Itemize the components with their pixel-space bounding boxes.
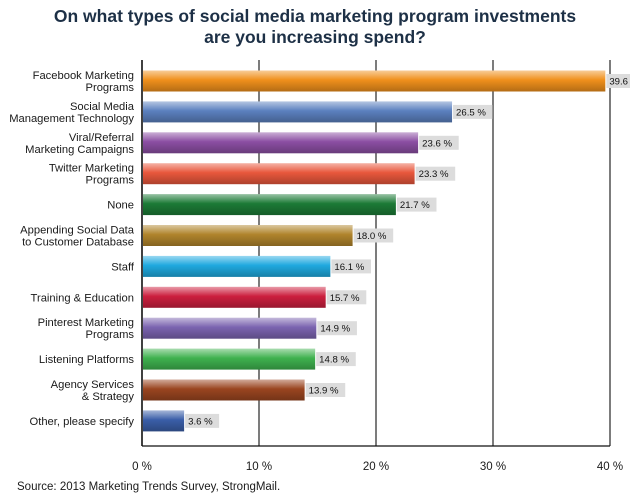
category-label: Training & Education — [31, 292, 134, 304]
category-label: Staff — [111, 261, 135, 273]
value-label: 23.6 % — [422, 138, 452, 149]
bar — [143, 163, 415, 185]
category-label: Other, please specify — [30, 416, 135, 428]
chart-title-line-1: On what types of social media marketing … — [53, 6, 577, 26]
value-label: 14.8 % — [319, 355, 349, 366]
value-label: 23.3 % — [419, 169, 449, 180]
bar — [143, 132, 419, 154]
category-label: Programs — [86, 175, 135, 187]
x-axis-ticks: 0 % 10 % 20 % 30 % 40 % — [132, 461, 623, 473]
bars — [143, 70, 606, 432]
bar — [143, 379, 305, 401]
value-label-bg — [453, 104, 493, 119]
category-label: Management Technology — [9, 113, 134, 125]
value-label: 39.6 % — [609, 77, 630, 88]
bar — [143, 348, 316, 370]
value-label: 15.7 % — [330, 293, 360, 304]
x-tick-label: 10 % — [246, 461, 272, 473]
value-label: 18.0 % — [357, 231, 387, 242]
value-label-bg — [353, 228, 394, 243]
value-label: 21.7 % — [400, 200, 430, 211]
value-label: 26.5 % — [456, 107, 486, 118]
value-label-bg — [331, 259, 371, 274]
category-label: & Strategy — [82, 391, 135, 403]
bar — [143, 410, 185, 432]
value-label-bg — [317, 321, 357, 336]
source-note: Source: 2013 Marketing Trends Survey, St… — [17, 481, 281, 493]
value-label-bg — [185, 413, 220, 428]
bar — [143, 255, 331, 277]
value-label-bg — [316, 352, 356, 367]
value-label-bg — [305, 383, 346, 397]
category-label: Programs — [86, 82, 135, 94]
value-label-bg — [419, 135, 459, 150]
bar — [143, 317, 317, 339]
category-label: Viral/Referral — [69, 132, 134, 144]
value-labels: 39.6 % 26.5 % 23.6 % 23.3 % 21.7 % 18.0 % 16.1… — [185, 74, 630, 428]
category-label: to Customer Database — [22, 237, 134, 249]
category-label: Twitter Marketing — [49, 163, 134, 175]
value-label-bg — [415, 166, 456, 181]
category-label: Listening Platforms — [39, 354, 135, 366]
category-label: Marketing Campaigns — [25, 144, 134, 156]
category-label: Agency Services — [51, 379, 135, 391]
category-label: Appending Social Data — [20, 225, 135, 237]
x-tick-label: 40 % — [597, 461, 623, 473]
value-label: 3.6 % — [188, 416, 213, 427]
x-tick-label: 0 % — [132, 461, 152, 473]
bar — [143, 70, 606, 92]
value-label-bg — [606, 74, 630, 88]
value-label: 16.1 % — [334, 262, 364, 273]
x-tick-label: 30 % — [480, 461, 506, 473]
bar — [143, 286, 326, 308]
chart-title-line-2: are you increasing spend? — [204, 27, 426, 47]
value-label: 13.9 % — [309, 386, 339, 397]
x-tick-label: 20 % — [363, 461, 389, 473]
value-label-bg — [396, 197, 437, 212]
bar — [143, 194, 396, 216]
bar — [143, 225, 353, 246]
chart-title: On what types of social media marketing … — [0, 6, 630, 48]
category-label: Pinterest Marketing — [38, 317, 134, 329]
category-label: Social Media — [70, 101, 135, 113]
bar — [143, 101, 453, 123]
category-label: Facebook Marketing — [33, 70, 134, 82]
value-label-bg — [326, 290, 367, 305]
value-label: 14.9 % — [320, 324, 350, 335]
category-label: None — [107, 200, 134, 212]
category-label: Programs — [86, 329, 135, 341]
